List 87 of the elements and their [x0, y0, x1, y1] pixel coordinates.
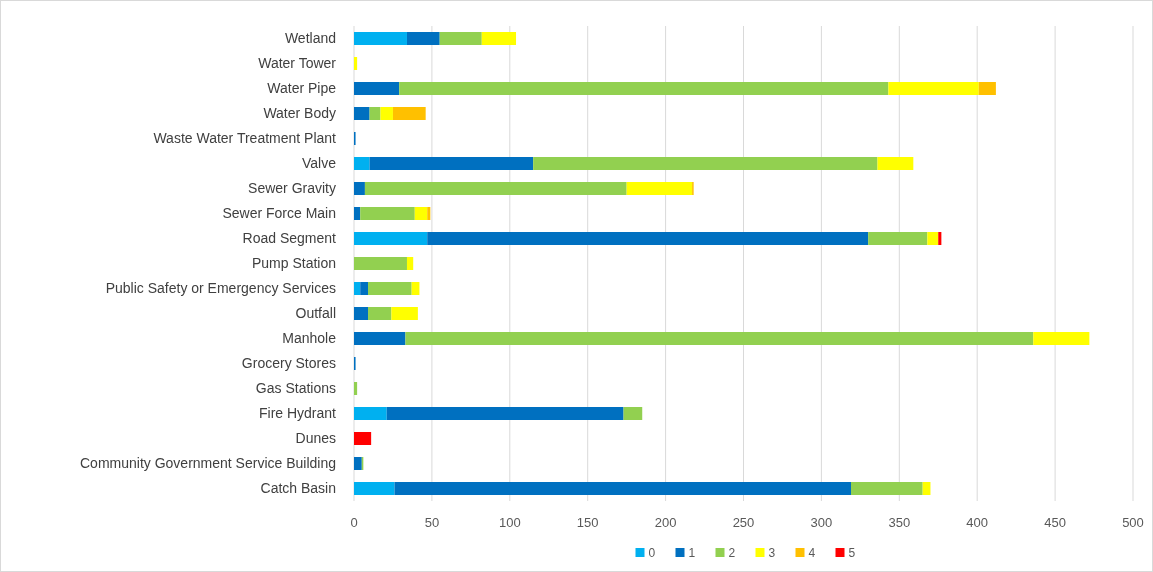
bar [868, 232, 928, 245]
bar [354, 257, 407, 270]
bar [938, 232, 942, 245]
x-tick-label: 350 [888, 515, 911, 530]
bar [369, 157, 534, 170]
bar [360, 207, 415, 220]
bar [354, 207, 361, 220]
x-tick-label: 450 [1044, 515, 1066, 530]
legend-label: 4 [808, 546, 816, 561]
y-tick-label: Water Pipe [267, 80, 337, 97]
bar [626, 182, 693, 195]
bar [354, 332, 406, 345]
y-tick-label: Waste Water Treatment Plant [153, 130, 337, 147]
y-tick-label: Dunes [295, 430, 336, 447]
bar [427, 232, 869, 245]
x-tick-label: 500 [1122, 515, 1144, 530]
bar [406, 257, 414, 270]
x-tick-label: 250 [732, 515, 755, 530]
y-tick-label: Road Segment [242, 230, 337, 247]
bar [354, 182, 365, 195]
y-tick-label: Community Government Service Building [80, 455, 336, 472]
bar [922, 482, 931, 495]
bar [978, 82, 996, 95]
bar [623, 407, 643, 420]
x-tick-label: 200 [654, 515, 677, 530]
bar [369, 107, 381, 120]
y-tick-label: Public Safety or Emergency Services [105, 280, 336, 297]
bar [411, 282, 420, 295]
x-tick-label: 300 [810, 515, 833, 530]
legend-label: 1 [688, 546, 696, 561]
bar [354, 157, 370, 170]
bar [380, 107, 393, 120]
legend-label: 5 [848, 546, 856, 561]
x-tick-label: 50 [424, 515, 440, 530]
bar [354, 107, 370, 120]
bar [354, 57, 358, 70]
legend-label: 2 [728, 546, 736, 561]
legend-label: 0 [648, 546, 656, 561]
y-tick-label: Pump Station [251, 255, 336, 272]
bar [1033, 332, 1090, 345]
y-tick-label: Valve [302, 155, 337, 172]
bar [427, 207, 431, 220]
y-tick-label: Water Tower [258, 55, 337, 72]
bar [386, 407, 624, 420]
bar [877, 157, 914, 170]
bar [406, 32, 440, 45]
bar [354, 82, 400, 95]
y-tick-label: Fire Hydrant [258, 405, 337, 422]
y-tick-label: Manhole [282, 330, 337, 347]
y-tick-label: Catch Basin [260, 480, 336, 497]
bar [354, 307, 369, 320]
bar [399, 82, 889, 95]
bar [354, 282, 361, 295]
bar [851, 482, 923, 495]
y-tick-label: Gas Stations [255, 380, 336, 397]
bar [888, 82, 979, 95]
y-tick-label: Outfall [295, 305, 336, 322]
bar [354, 407, 387, 420]
bar [354, 32, 407, 45]
bar [414, 207, 428, 220]
bar [392, 107, 426, 120]
bar [360, 282, 369, 295]
bar [368, 307, 392, 320]
x-tick-label: 400 [966, 515, 989, 530]
x-tick-label: 100 [498, 515, 521, 530]
legend-label: 3 [768, 546, 776, 561]
bar [354, 432, 372, 445]
bar [394, 482, 851, 495]
y-tick-label: Water Body [263, 105, 336, 122]
bar [927, 232, 939, 245]
y-tick-label: Sewer Force Main [222, 205, 336, 222]
bar [354, 457, 362, 470]
x-tick-label: 150 [576, 515, 599, 530]
y-tick-label: Grocery Stores [241, 355, 336, 372]
bar [354, 382, 358, 395]
x-tick-label: 0 [350, 515, 358, 530]
y-tick-label: Wetland [284, 30, 336, 47]
bar [439, 32, 482, 45]
bar [405, 332, 1034, 345]
bar [481, 32, 517, 45]
bar [533, 157, 878, 170]
bar [354, 232, 428, 245]
bar [391, 307, 418, 320]
bar [368, 282, 412, 295]
bar [364, 182, 627, 195]
y-tick-label: Sewer Gravity [248, 180, 336, 197]
bar [354, 482, 395, 495]
